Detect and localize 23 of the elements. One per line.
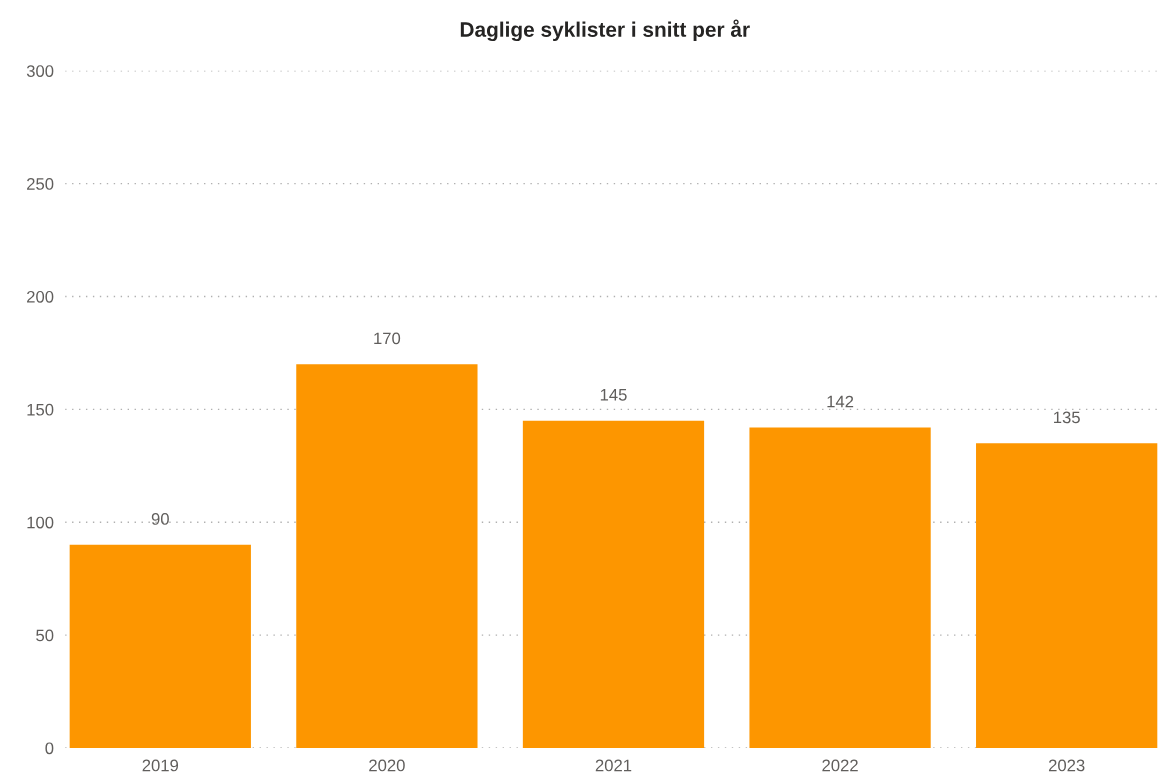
bar — [749, 427, 931, 748]
data-label: 90 — [151, 513, 169, 525]
bar — [522, 420, 705, 748]
y-tick-label: 250 — [27, 178, 54, 190]
y-tick-label: 300 — [26, 65, 54, 77]
data-label: 170 — [374, 332, 401, 345]
chart-title: Daglige syklister i snitt per år — [460, 19, 750, 42]
y-tick-label: 100 — [27, 516, 54, 529]
x-tick-label: 2019 — [142, 759, 179, 772]
data-label: 135 — [1054, 411, 1080, 424]
x-tick-label: 2022 — [822, 759, 858, 772]
x-tick-label: 2020 — [369, 759, 405, 772]
y-tick-label: 200 — [27, 290, 54, 303]
x-tick-label: 2021 — [595, 759, 632, 772]
data-label: 142 — [827, 395, 854, 408]
bar — [296, 364, 478, 748]
y-tick-label: 50 — [36, 629, 54, 642]
y-tick-label: 0 — [45, 742, 54, 755]
x-tick-label: 2023 — [1048, 759, 1085, 772]
data-label: 145 — [600, 389, 627, 401]
y-tick-label: 150 — [27, 403, 54, 416]
bar — [976, 443, 1158, 748]
bar — [69, 544, 251, 748]
